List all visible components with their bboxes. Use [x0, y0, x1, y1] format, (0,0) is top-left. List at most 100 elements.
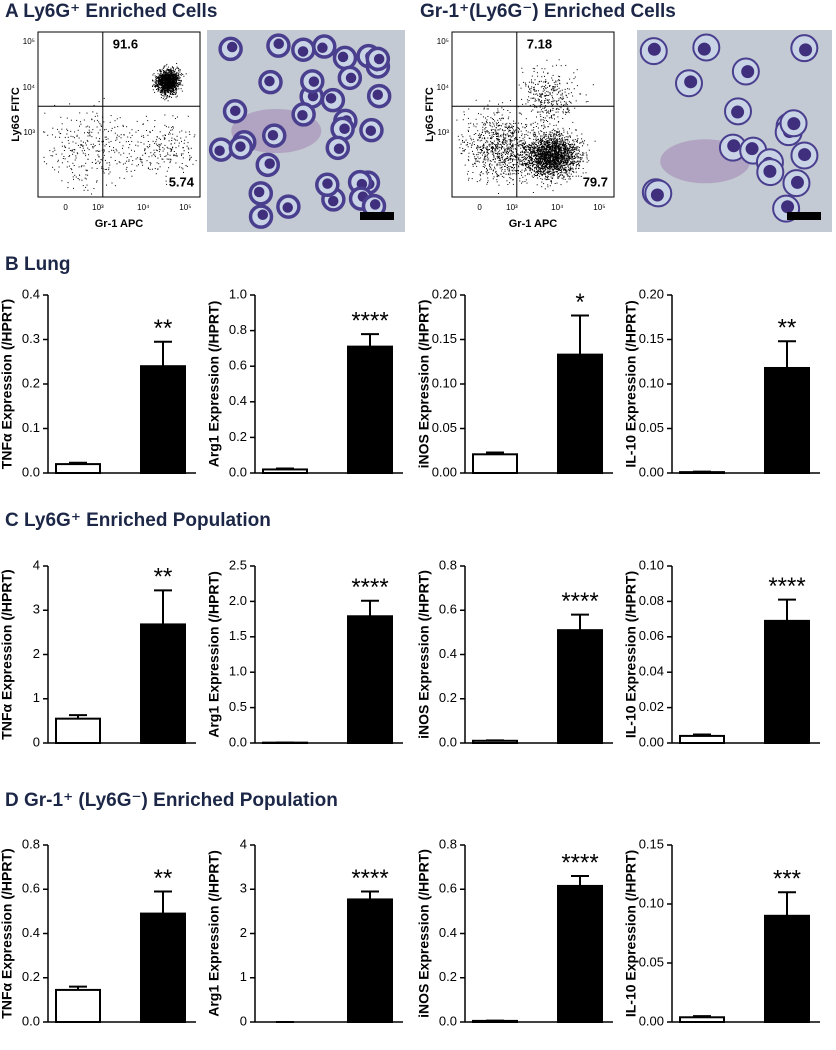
event-dot	[194, 134, 196, 136]
event-dot	[189, 155, 191, 157]
event-dot	[157, 77, 159, 79]
event-dot	[555, 171, 557, 173]
event-dot	[544, 149, 546, 150]
event-dot	[172, 79, 174, 81]
event-dot	[572, 144, 574, 145]
event-dot	[539, 169, 541, 171]
event-dot	[561, 134, 563, 136]
event-dot	[554, 166, 556, 168]
event-dot	[518, 165, 520, 167]
event-dot	[173, 77, 175, 79]
event-dot	[176, 135, 178, 137]
event-dot	[505, 158, 507, 160]
event-dot	[175, 91, 177, 93]
event-dot	[152, 74, 154, 76]
event-dot	[551, 147, 553, 149]
event-dot	[157, 82, 159, 84]
event-dot	[176, 74, 178, 76]
event-dot	[172, 76, 174, 78]
event-dot	[510, 138, 511, 140]
event-dot	[484, 157, 486, 159]
event-dot	[559, 161, 561, 163]
event-dot	[122, 126, 124, 127]
event-dot	[546, 168, 548, 170]
event-dot	[66, 117, 68, 119]
event-dot	[560, 135, 562, 137]
event-dot	[468, 131, 469, 132]
event-dot	[164, 114, 166, 116]
event-dot	[545, 135, 547, 137]
event-dot	[508, 135, 510, 137]
event-dot	[162, 158, 164, 160]
event-dot	[545, 157, 547, 159]
event-dot	[108, 151, 110, 153]
event-dot	[99, 162, 100, 164]
event-dot	[487, 149, 489, 151]
event-dot	[541, 181, 543, 183]
event-dot	[173, 75, 175, 77]
event-dot	[572, 139, 574, 141]
event-dot	[533, 147, 535, 149]
event-dot	[170, 91, 172, 93]
event-dot	[485, 147, 487, 149]
event-dot	[505, 163, 506, 165]
event-dot	[170, 143, 172, 145]
event-dot	[491, 148, 493, 149]
event-dot	[105, 139, 107, 140]
flow-x-tick-label: 10⁵	[179, 203, 191, 212]
event-dot	[487, 170, 488, 172]
event-dot	[567, 176, 569, 177]
event-dot	[536, 144, 537, 146]
event-dot	[476, 147, 477, 149]
event-dot	[496, 112, 498, 114]
event-dot	[551, 138, 552, 140]
event-dot	[553, 168, 555, 170]
event-dot	[580, 158, 582, 160]
event-dot	[522, 176, 524, 178]
event-dot	[555, 159, 557, 161]
event-dot	[523, 143, 525, 145]
event-dot	[542, 140, 544, 142]
event-dot	[506, 145, 508, 147]
event-dot	[498, 175, 500, 177]
event-dot	[183, 142, 185, 144]
event-dot	[559, 133, 561, 135]
event-dot	[561, 152, 563, 154]
event-dot	[178, 81, 180, 83]
event-dot	[464, 141, 465, 143]
event-dot	[501, 117, 503, 119]
event-dot	[77, 178, 79, 179]
event-dot	[175, 84, 177, 85]
event-dot	[180, 80, 182, 82]
event-dot	[475, 118, 477, 120]
event-dot	[562, 152, 564, 154]
event-dot	[531, 147, 533, 149]
event-dot	[167, 91, 169, 93]
event-dot	[188, 152, 189, 154]
event-dot	[525, 149, 527, 151]
event-dot	[541, 143, 543, 145]
event-dot	[532, 133, 534, 135]
event-dot	[105, 128, 107, 130]
event-dot	[166, 76, 168, 78]
event-dot	[164, 82, 166, 84]
event-dot	[180, 153, 182, 155]
event-dot	[170, 74, 172, 76]
event-dot	[578, 167, 580, 169]
event-dot	[574, 148, 576, 150]
event-dot	[538, 148, 540, 150]
event-dot	[563, 150, 565, 152]
event-dot	[173, 138, 175, 140]
event-dot	[539, 155, 541, 157]
event-dot	[118, 161, 120, 163]
event-dot	[81, 150, 83, 152]
event-dot	[510, 132, 512, 133]
event-dot	[564, 164, 566, 166]
event-dot	[484, 128, 486, 130]
event-dot	[522, 164, 524, 166]
event-dot	[87, 135, 89, 137]
event-dot	[515, 149, 517, 151]
event-dot	[97, 140, 99, 142]
event-dot	[556, 153, 558, 155]
event-dot	[477, 156, 479, 158]
